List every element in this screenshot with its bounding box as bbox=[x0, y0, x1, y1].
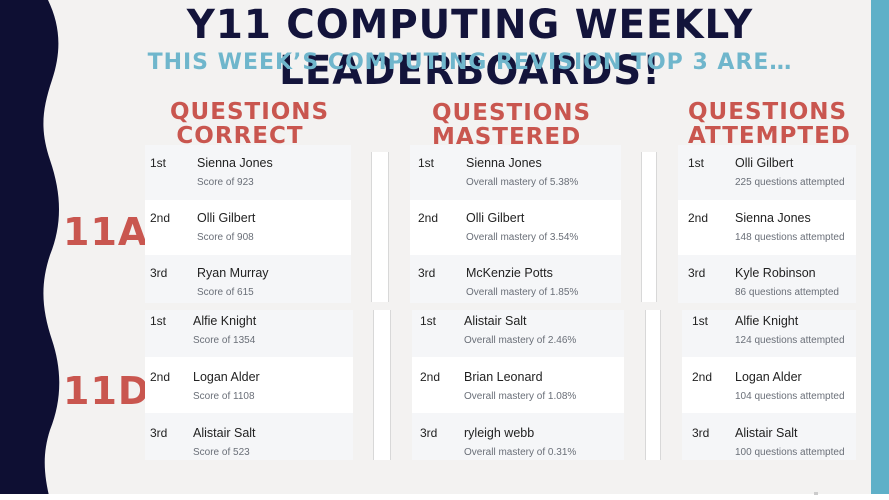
leaderboard-row: 2nd Brian Leonard Overall mastery of 1.0… bbox=[412, 357, 624, 413]
student-name: Olli Gilbert bbox=[197, 211, 256, 225]
page-subtitle: THIS WEEK’S COMPUTING REVISION TOP 3 ARE… bbox=[147, 50, 793, 75]
student-name: Sienna Jones bbox=[735, 211, 811, 225]
leaderboard-row: 3rd ryleigh webb Overall mastery of 0.31… bbox=[412, 413, 624, 460]
page-title: Y11 COMPUTING WEEKLY LEADERBOARDS! bbox=[186, 2, 754, 94]
class-label-11a: 11A bbox=[63, 210, 149, 254]
leaderboard-row: 3rd Alistair Salt Score of 523 bbox=[145, 413, 353, 460]
bottom-strip bbox=[0, 494, 889, 500]
column-heading-line: QUESTIONS bbox=[432, 100, 592, 126]
attempts-detail: 225 questions attempted bbox=[735, 177, 845, 188]
rank-label: 3rd bbox=[418, 266, 436, 280]
board-divider bbox=[645, 310, 661, 460]
attempts-detail: 86 questions attempted bbox=[735, 287, 839, 298]
leaderboard-row: 1st Alistair Salt Overall mastery of 2.4… bbox=[412, 310, 624, 357]
leaderboard-row: 1st Sienna Jones Score of 923 bbox=[145, 145, 351, 200]
column-heading-line: CORRECT bbox=[176, 123, 304, 149]
student-name: Logan Alder bbox=[735, 370, 802, 384]
student-name: Alistair Salt bbox=[193, 426, 256, 440]
score-detail: Score of 908 bbox=[197, 232, 254, 243]
leaderboard-11d-correct: 1st Alfie Knight Score of 1354 2nd Logan… bbox=[145, 310, 353, 460]
rank-label: 3rd bbox=[420, 426, 438, 440]
student-name: Alfie Knight bbox=[735, 314, 799, 328]
student-name: Brian Leonard bbox=[464, 370, 543, 384]
rank-label: 2nd bbox=[420, 370, 441, 384]
leaderboard-11a-mastered: 1st Sienna Jones Overall mastery of 5.38… bbox=[410, 145, 621, 303]
student-name: Alistair Salt bbox=[735, 426, 798, 440]
mastery-detail: Overall mastery of 1.08% bbox=[464, 391, 577, 402]
leaderboard-row: 3rd McKenzie Potts Overall mastery of 1.… bbox=[410, 255, 621, 303]
rank-label: 3rd bbox=[688, 266, 706, 280]
leaderboard-row: 2nd Olli Gilbert Score of 908 bbox=[145, 200, 351, 255]
score-detail: Score of 923 bbox=[197, 177, 254, 188]
rank-label: 2nd bbox=[688, 211, 709, 225]
column-heading-mastered: QUESTIONS MASTERED bbox=[432, 100, 592, 149]
leaderboard-11d-attempted: 1st Alfie Knight 124 questions attempted… bbox=[682, 310, 856, 460]
student-name: Alfie Knight bbox=[193, 314, 257, 328]
student-name: Olli Gilbert bbox=[466, 211, 525, 225]
column-heading-line: QUESTIONS bbox=[688, 99, 848, 125]
score-detail: Score of 1108 bbox=[193, 391, 255, 402]
leaderboard-row: 1st Alfie Knight 124 questions attempted bbox=[682, 310, 856, 357]
student-name: Sienna Jones bbox=[466, 156, 542, 170]
leaderboard-row: 2nd Logan Alder 104 questions attempted bbox=[682, 357, 856, 413]
rank-label: 1st bbox=[688, 156, 705, 170]
mastery-detail: Overall mastery of 0.31% bbox=[464, 447, 577, 458]
mastery-detail: Overall mastery of 3.54% bbox=[466, 232, 579, 243]
leaderboard-11a-correct: 1st Sienna Jones Score of 923 2nd Olli G… bbox=[145, 145, 351, 303]
student-name: Kyle Robinson bbox=[735, 266, 816, 280]
wave-border-decoration bbox=[0, 0, 60, 500]
attempts-detail: 100 questions attempted bbox=[735, 447, 845, 458]
rank-label: 2nd bbox=[150, 211, 171, 225]
student-name: ryleigh webb bbox=[464, 426, 535, 440]
leaderboard-11a-attempted: 1st Olli Gilbert 225 questions attempted… bbox=[678, 145, 856, 303]
rank-label: 2nd bbox=[692, 370, 713, 384]
rank-label: 1st bbox=[420, 314, 437, 328]
rank-label: 1st bbox=[150, 156, 167, 170]
column-heading-attempted: QUESTIONS ATTEMPTED bbox=[688, 99, 851, 149]
rank-label: 2nd bbox=[150, 370, 171, 384]
student-name: Olli Gilbert bbox=[735, 156, 794, 170]
column-heading-line: ATTEMPTED bbox=[688, 123, 851, 149]
student-name: Sienna Jones bbox=[197, 156, 273, 170]
leaderboard-row: 2nd Logan Alder Score of 1108 bbox=[145, 357, 353, 413]
student-name: Logan Alder bbox=[193, 370, 260, 384]
leaderboard-row: 3rd Kyle Robinson 86 questions attempted bbox=[678, 255, 856, 303]
rank-label: 1st bbox=[692, 314, 709, 328]
board-divider bbox=[371, 152, 389, 302]
slide-marker bbox=[814, 492, 818, 495]
leaderboard-11d-mastered: 1st Alistair Salt Overall mastery of 2.4… bbox=[412, 310, 624, 460]
leaderboard-row: 3rd Alistair Salt 100 questions attempte… bbox=[682, 413, 856, 460]
mastery-detail: Overall mastery of 2.46% bbox=[464, 335, 577, 346]
rank-label: 1st bbox=[150, 314, 167, 328]
leaderboard-row: 2nd Sienna Jones 148 questions attempted bbox=[678, 200, 856, 255]
rank-label: 3rd bbox=[150, 426, 168, 440]
board-divider bbox=[641, 152, 657, 302]
score-detail: Score of 1354 bbox=[193, 335, 256, 346]
column-heading-line: QUESTIONS bbox=[170, 99, 330, 125]
rank-label: 3rd bbox=[150, 266, 168, 280]
student-name: Alistair Salt bbox=[464, 314, 527, 328]
student-name: Ryan Murray bbox=[197, 266, 269, 280]
leaderboard-row: 1st Alfie Knight Score of 1354 bbox=[145, 310, 353, 357]
score-detail: Score of 615 bbox=[197, 287, 254, 298]
rank-label: 3rd bbox=[692, 426, 710, 440]
right-accent-bar bbox=[871, 0, 889, 500]
attempts-detail: 124 questions attempted bbox=[735, 335, 845, 346]
mastery-detail: Overall mastery of 1.85% bbox=[466, 287, 579, 298]
student-name: McKenzie Potts bbox=[466, 266, 553, 280]
rank-label: 2nd bbox=[418, 211, 439, 225]
rank-label: 1st bbox=[418, 156, 435, 170]
mastery-detail: Overall mastery of 5.38% bbox=[466, 177, 579, 188]
class-label-11d: 11D bbox=[63, 369, 151, 413]
leaderboard-row: 3rd Ryan Murray Score of 615 bbox=[145, 255, 351, 303]
column-heading-correct: QUESTIONS CORRECT bbox=[170, 99, 330, 149]
score-detail: Score of 523 bbox=[193, 447, 250, 458]
board-divider bbox=[373, 310, 391, 460]
attempts-detail: 148 questions attempted bbox=[735, 232, 845, 243]
attempts-detail: 104 questions attempted bbox=[735, 391, 845, 402]
leaderboard-row: 1st Olli Gilbert 225 questions attempted bbox=[678, 145, 856, 200]
leaderboard-row: 2nd Olli Gilbert Overall mastery of 3.54… bbox=[410, 200, 621, 255]
leaderboard-row: 1st Sienna Jones Overall mastery of 5.38… bbox=[410, 145, 621, 200]
